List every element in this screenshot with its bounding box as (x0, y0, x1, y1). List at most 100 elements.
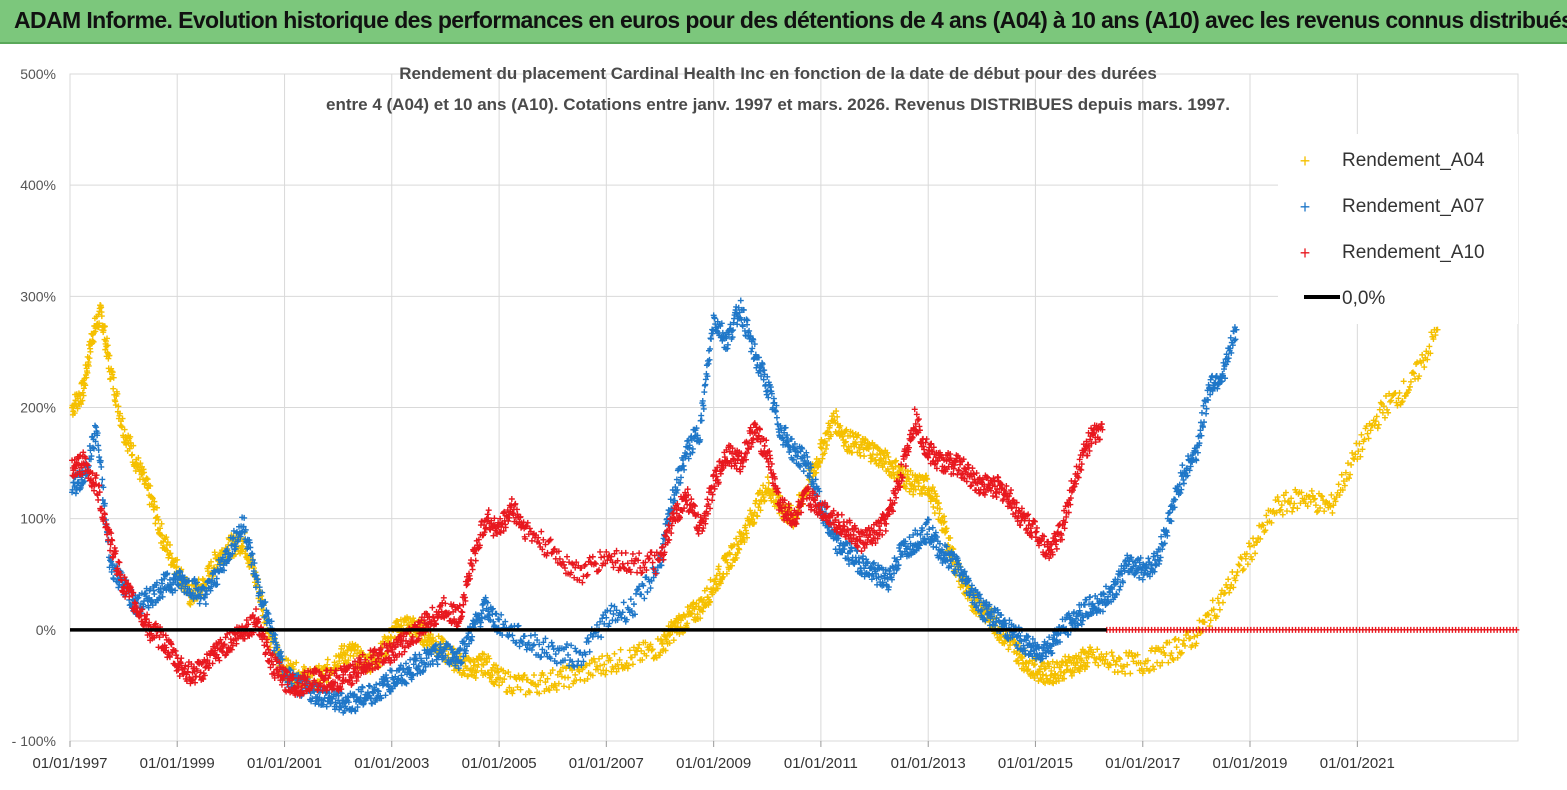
data-point (628, 654, 635, 661)
data-point (603, 667, 610, 674)
data-point (741, 539, 748, 546)
data-point (153, 504, 160, 511)
data-point (1154, 659, 1161, 666)
data-point (540, 672, 547, 679)
data-point (461, 671, 468, 678)
data-point (581, 677, 588, 684)
data-point (324, 661, 331, 668)
data-point (703, 585, 710, 592)
data-point (106, 352, 113, 359)
data-point (83, 374, 90, 381)
data-point (114, 390, 121, 397)
data-point (565, 651, 572, 658)
data-point (712, 576, 719, 583)
data-point (173, 563, 180, 570)
data-point (74, 405, 81, 412)
data-point (599, 653, 606, 660)
data-point (549, 642, 556, 649)
data-point (761, 497, 768, 504)
data-point (602, 671, 609, 678)
data-point (79, 389, 86, 396)
data-point (815, 463, 822, 470)
data-point (729, 562, 736, 569)
data-point (834, 413, 841, 420)
data-point (598, 670, 605, 677)
data-point (572, 645, 579, 652)
data-point (345, 657, 352, 664)
data-point (682, 613, 689, 620)
data-point (635, 645, 642, 652)
data-point (549, 667, 556, 674)
data-point (1225, 576, 1232, 583)
data-point (586, 660, 593, 667)
data-point (141, 469, 148, 476)
data-point (1095, 662, 1102, 669)
data-point (460, 667, 467, 674)
data-point (72, 490, 79, 497)
data-point (85, 362, 92, 369)
data-point (874, 451, 881, 458)
data-point (208, 558, 215, 565)
data-point (821, 450, 828, 457)
data-point (885, 453, 892, 460)
data-point (1312, 502, 1319, 509)
data-point (90, 338, 97, 345)
data-point (1165, 659, 1172, 666)
data-point (492, 662, 499, 669)
data-point (1180, 480, 1187, 487)
data-point (78, 401, 85, 408)
data-point (164, 547, 171, 554)
data-point (119, 415, 126, 422)
data-point (684, 620, 691, 627)
data-point (293, 659, 300, 666)
data-point (1275, 498, 1282, 505)
data-point (824, 428, 831, 435)
data-point (573, 648, 580, 655)
y-tick-label: - 100% (12, 733, 56, 749)
data-point (477, 656, 484, 663)
data-point (515, 672, 522, 679)
data-point (629, 661, 636, 668)
data-point (1234, 568, 1241, 575)
data-point (82, 382, 89, 389)
data-point (723, 556, 730, 563)
data-point (1214, 595, 1221, 602)
data-point (1108, 649, 1115, 656)
data-point (505, 669, 512, 676)
data-point (79, 397, 86, 404)
data-point (103, 335, 110, 342)
data-point (1172, 635, 1179, 642)
data-point (700, 405, 707, 412)
data-point (155, 516, 162, 523)
data-point (868, 455, 875, 462)
x-tick-label: 01/01/1997 (32, 755, 107, 772)
data-point (744, 317, 751, 324)
data-point (713, 581, 720, 588)
data-point (620, 599, 627, 606)
x-tick-label: 01/01/2001 (247, 755, 322, 772)
data-point (151, 498, 158, 505)
data-point (1349, 449, 1356, 456)
data-point (110, 385, 117, 392)
data-point (484, 659, 491, 666)
data-point (642, 639, 649, 646)
x-tick-label: 01/01/2003 (354, 755, 429, 772)
data-point (1283, 508, 1290, 515)
data-point (747, 507, 754, 514)
data-point (638, 591, 645, 598)
data-point (523, 646, 530, 653)
data-point (264, 635, 271, 642)
data-point (853, 441, 860, 448)
data-point (725, 566, 732, 573)
data-point (625, 662, 632, 669)
data-point (869, 451, 876, 458)
data-point (1127, 670, 1134, 677)
data-point (608, 602, 615, 609)
data-point (489, 672, 496, 679)
x-tick-label: 01/01/2011 (784, 755, 858, 772)
data-point (701, 389, 708, 396)
data-point (754, 490, 761, 497)
data-point (473, 669, 480, 676)
data-point (610, 611, 617, 618)
data-point (828, 431, 835, 438)
